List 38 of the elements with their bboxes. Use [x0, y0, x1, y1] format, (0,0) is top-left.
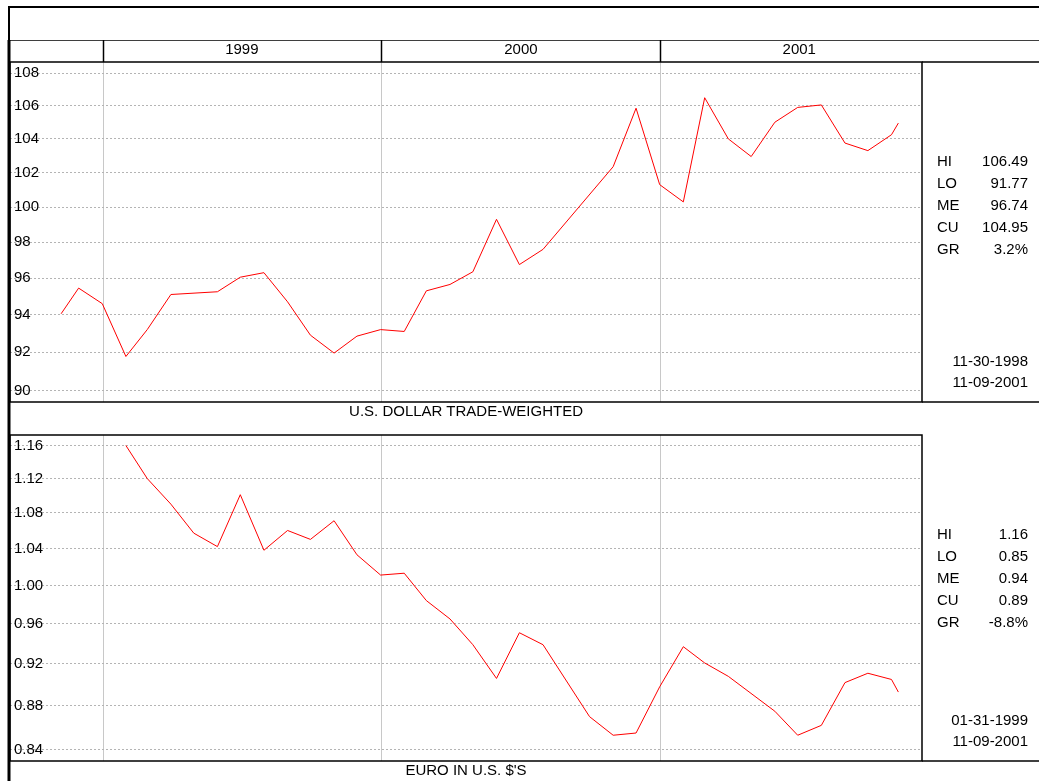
- x-tick-label: 2001: [782, 40, 816, 58]
- x-tick-label: 1999: [225, 40, 259, 58]
- text: HI 106.49: [937, 152, 1028, 170]
- x-tick-label: 2000: [504, 40, 538, 58]
- y-tick-label: 0.92: [14, 654, 44, 672]
- y-tick-label: 94: [14, 304, 31, 322]
- text: CU 0.89: [937, 591, 1028, 609]
- text: EURO IN U.S. $'S: [405, 761, 527, 779]
- text: ME 0.94: [937, 569, 1028, 587]
- text: ME 96.74: [937, 196, 1028, 214]
- y-tick-label: 1.00: [14, 575, 44, 593]
- y-tick-label: 104: [14, 129, 40, 147]
- y-tick-label: 0.88: [14, 696, 44, 714]
- y-tick-label: 90: [14, 380, 31, 398]
- y-tick-label: 1.12: [14, 468, 44, 486]
- y-tick-label: 106: [14, 95, 40, 113]
- y-tick-label: 0.96: [14, 614, 44, 631]
- y-tick-label: 98: [14, 232, 31, 250]
- text: 11-30-1998: [952, 352, 1028, 370]
- text: GR -8.8%: [937, 613, 1028, 631]
- text: CU 104.95: [937, 218, 1028, 236]
- y-tick-label: 1.04: [14, 538, 44, 556]
- y-tick-label: 102: [14, 162, 40, 180]
- y-tick-label: 92: [14, 342, 31, 360]
- y-tick-label: 1.16: [14, 435, 44, 453]
- text: LO 91.77: [937, 174, 1028, 192]
- text: 11-09-2001: [952, 373, 1028, 391]
- y-tick-label: 100: [14, 197, 40, 215]
- text: 01-31-1999: [951, 711, 1028, 729]
- y-tick-label: 1.08: [14, 502, 44, 520]
- text: GR 3.2%: [937, 240, 1028, 258]
- text: LO 0.85: [937, 547, 1028, 565]
- y-tick-label: 96: [14, 268, 31, 286]
- y-tick-label: 108: [14, 63, 40, 81]
- text: HI 1.16: [937, 525, 1028, 543]
- text: U.S. DOLLAR TRADE-WEIGHTED: [349, 402, 584, 420]
- text: 11-09-2001: [952, 732, 1028, 750]
- y-tick-label: 0.84: [14, 739, 44, 757]
